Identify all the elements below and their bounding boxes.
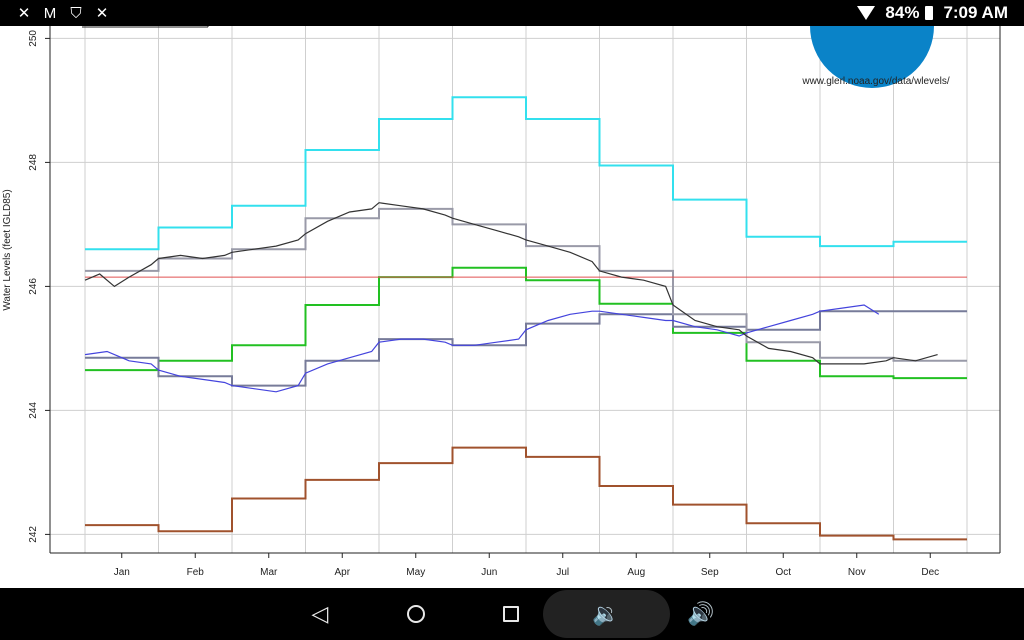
x-tick-label: Dec <box>921 567 939 578</box>
x-tick-label: Jun <box>481 567 497 578</box>
axes: 242 244 246 248 250 Jan Feb Mar Apr May Jun Jul Aug S… <box>28 26 1001 578</box>
volume-down-button[interactable]: 🔉 <box>576 588 636 640</box>
y-axis-label: Water Levels (feet IGLD85) <box>2 189 13 310</box>
home-button[interactable] <box>386 588 446 640</box>
series-line-4 <box>85 207 967 362</box>
x-tick-label: Nov <box>848 567 866 578</box>
y-tick-label: 248 <box>28 154 39 171</box>
status-icons-left: ✕ M ⛉ ✕ <box>16 4 110 23</box>
y-tick-label: 250 <box>28 30 39 47</box>
x-tick-label: Aug <box>627 567 645 578</box>
volume-down-icon: 🔉 <box>592 601 620 626</box>
chart-decor: www.glerl.noaa.gov/data/wlevels/ <box>82 26 950 88</box>
series-line-2 <box>85 446 967 541</box>
x-tick-label: May <box>406 567 425 578</box>
y-tick-label: 242 <box>28 526 39 543</box>
navigation-bar: ◁ 🔉 🔊 <box>0 588 1024 640</box>
back-button[interactable]: ◁ <box>290 588 350 640</box>
series-line-6 <box>84 304 880 393</box>
battery-percent: 84% <box>885 3 920 22</box>
recents-icon <box>503 606 519 622</box>
status-bar: ✕ M ⛉ ✕ 84% 7:09 AM <box>0 0 1024 26</box>
volume-up-icon: 🔊 <box>687 601 715 626</box>
series-line-0 <box>85 96 967 251</box>
chart-area: www.glerl.noaa.gov/data/wlevels/ 242 244 2… <box>0 26 1024 588</box>
x-tick-label: Jul <box>556 567 569 578</box>
x-tick-label: Sep <box>701 567 719 578</box>
nav-highlight <box>543 590 670 638</box>
series-line-3 <box>85 310 967 387</box>
x-tick-label: Oct <box>775 567 791 578</box>
series <box>84 96 967 541</box>
clock: 7:09 AM <box>943 3 1008 22</box>
noaa-logo-icon <box>810 26 934 88</box>
water-level-chart: www.glerl.noaa.gov/data/wlevels/ 2422442… <box>2 26 1001 578</box>
x-tick-label: Jan <box>114 567 130 578</box>
x-tick-label: Feb <box>187 567 205 578</box>
recents-button[interactable] <box>481 588 541 640</box>
y-tick-label: 246 <box>28 278 39 295</box>
mail-icon: M <box>43 4 57 22</box>
series-line-7 <box>84 202 938 365</box>
home-icon <box>407 605 425 623</box>
back-icon: ◁ <box>311 601 329 626</box>
status-icons-right: 84% 7:09 AM <box>857 3 1008 23</box>
source-url: www.glerl.noaa.gov/data/wlevels/ <box>801 76 950 87</box>
y-tick-label: 244 <box>28 402 39 419</box>
tools-icon: ✕ <box>17 5 31 22</box>
x-tick-label: Apr <box>334 567 350 578</box>
x-tick-label: Mar <box>260 567 278 578</box>
volume-up-button[interactable]: 🔊 <box>671 588 731 640</box>
shield-icon: ⛉ <box>70 4 82 22</box>
wifi-icon <box>857 6 876 20</box>
battery-icon <box>925 6 934 20</box>
tools-icon: ✕ <box>95 5 109 22</box>
